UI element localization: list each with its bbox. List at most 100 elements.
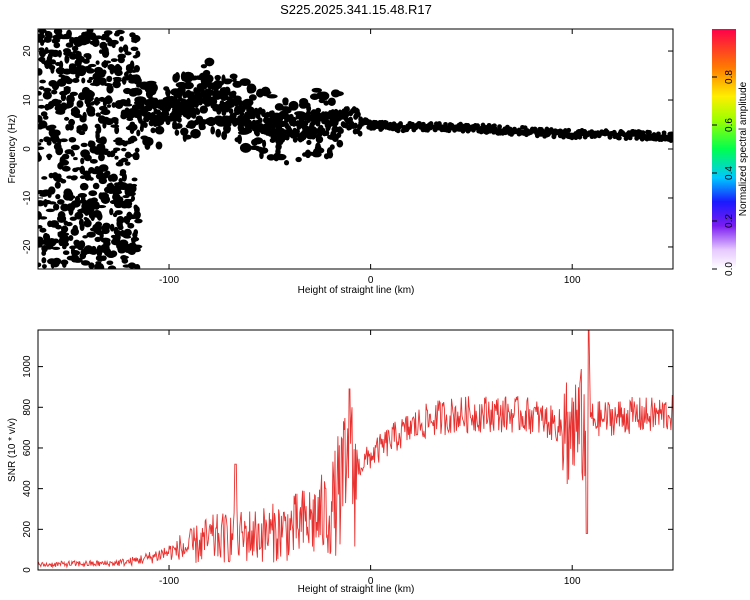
spectrogram-cell [210, 126, 216, 135]
spectrogram-cell [221, 74, 226, 84]
y-tick-label: 20 [22, 45, 33, 57]
spectrogram-cell [38, 91, 42, 96]
spectrogram-cell [145, 89, 154, 99]
spectrogram-cell [349, 122, 355, 129]
spectrogram-cell [607, 134, 613, 140]
spectrogram-cell [89, 82, 99, 86]
spectrogram-cell [45, 208, 55, 213]
spectrogram-cell [95, 35, 103, 40]
spectrogram-cell [39, 29, 45, 36]
spectrogram-cell [89, 158, 98, 164]
spectrogram-cell [215, 128, 222, 138]
spectrogram-cell [258, 147, 269, 154]
spectrogram-cell [309, 93, 320, 101]
spectrogram-cell [92, 182, 100, 190]
spectrogram-cell [199, 107, 205, 114]
spectrogram-cell [150, 127, 156, 134]
spectrogram-cell [131, 177, 138, 182]
spectrogram-cell [215, 83, 220, 90]
spectrogram-cell [80, 157, 85, 165]
spectrogram-cell [291, 120, 297, 127]
spectrogram-cell [284, 116, 289, 123]
spectrogram-cell [189, 104, 195, 111]
spectrogram-cell [266, 94, 278, 99]
spectrogram-cell [73, 113, 82, 118]
spectrogram-cell [306, 109, 311, 116]
y-tick-label: 200 [22, 521, 33, 538]
spectrogram-cell [124, 153, 134, 158]
spectrogram-cell [254, 137, 263, 145]
spectrogram-cell [204, 57, 215, 67]
spectrogram-cell [79, 175, 87, 180]
spectrogram-cell [232, 77, 237, 83]
spectrogram-cell [38, 224, 43, 229]
spectrogram-cell [154, 125, 165, 135]
x-tick-label: -100 [159, 576, 179, 587]
spectrogram-cell [120, 254, 128, 261]
spectrogram-cell [127, 262, 137, 269]
spectrogram-cell [72, 224, 79, 234]
spectrogram-cell [306, 139, 312, 146]
spectrogram-cell [318, 91, 330, 101]
spectrogram-cell [50, 133, 60, 143]
spectrogram-cell [329, 116, 335, 123]
spectrogram-cell [433, 127, 438, 133]
spectrogram-cell [163, 86, 170, 91]
spectrogram-cell [119, 35, 124, 42]
spectrogram-cell [118, 159, 124, 165]
spectrogram-cell [128, 63, 133, 73]
spectrogram-cell [150, 112, 156, 119]
spectrogram-cell [73, 156, 78, 161]
spectrogram-cell [39, 227, 47, 233]
spectrogram-cell [231, 92, 237, 99]
spectrogram-cell [61, 241, 70, 247]
spectrogram-cell [79, 182, 89, 191]
snr-series-line [38, 330, 673, 569]
spectrogram-cell [180, 71, 187, 82]
spectrogram-cell [61, 161, 66, 165]
spectrogram-cell [129, 121, 135, 126]
spectrogram-cell [114, 78, 123, 83]
spectrogram-cell [308, 124, 314, 131]
spectrogram-cell [132, 55, 139, 59]
spectrogram-cell [84, 217, 90, 225]
spectrogram-cell [152, 121, 158, 128]
spectrogram-cell [326, 122, 332, 129]
spectrogram-cell [195, 115, 204, 123]
spectrogram-cell [111, 238, 119, 245]
spectrogram-cell [130, 88, 141, 94]
spectrogram-cell [86, 105, 96, 115]
spectrogram-cell [107, 265, 117, 269]
spectrogram-cell [176, 114, 181, 121]
spectrogram-cell [70, 175, 78, 181]
spectrogram-cell [174, 129, 180, 136]
y-tick-label: 800 [22, 399, 33, 416]
spectrogram-cell [106, 84, 114, 94]
spectrogram-cell [121, 172, 127, 182]
spectrogram-cell [126, 117, 134, 121]
spectrogram-cell [71, 45, 79, 52]
spectrogram-cell [94, 236, 102, 242]
spectrogram-cell [101, 227, 110, 235]
spectrogram-cell [134, 218, 143, 224]
spectrogram-cell [458, 121, 463, 127]
colorbar-tick-label: 0.4 [724, 166, 735, 180]
spectrogram-cell [180, 127, 189, 136]
spectrogram-cell [327, 97, 336, 107]
spectrogram-cell [310, 119, 316, 126]
spectrogram-cell [255, 113, 261, 120]
spectrogram-cell [156, 109, 161, 116]
spectrogram-cell [194, 107, 200, 114]
spectrogram-cell [55, 61, 61, 66]
spectrogram-cell [47, 220, 53, 228]
spectrogram-cell [130, 46, 139, 52]
spectrogram-cell [51, 38, 57, 44]
spectrogram-cell [54, 181, 61, 189]
spectrogram-cell [312, 148, 318, 158]
spectrogram-cell [57, 199, 65, 205]
spectrogram-cell [41, 264, 47, 269]
spectrogram-cell [257, 117, 263, 124]
spectrogram-ridge-cell [668, 135, 673, 139]
spectrogram-cell [95, 137, 105, 144]
spectrogram-cell [112, 80, 121, 89]
